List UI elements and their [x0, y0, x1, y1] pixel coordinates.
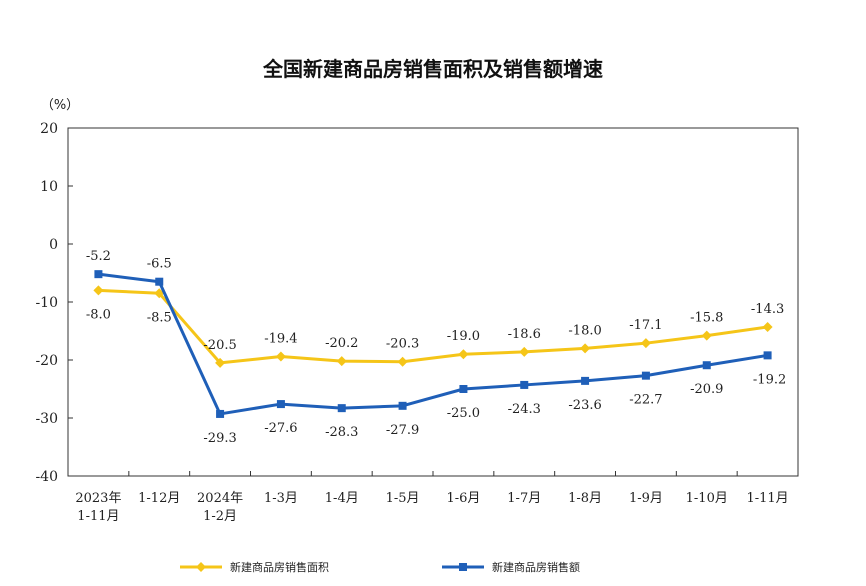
x-tick-label: 1-7月	[507, 491, 541, 506]
data-point	[581, 376, 590, 385]
x-tick-label: 1-5月	[386, 491, 420, 506]
legend-marker	[459, 563, 467, 571]
data-point	[275, 351, 286, 362]
series-line-1	[98, 288, 768, 365]
data-point	[641, 371, 650, 380]
data-point	[762, 321, 773, 332]
data-label: -17.1	[629, 318, 662, 333]
data-point	[702, 361, 711, 370]
data-label: -23.6	[568, 398, 601, 413]
chart-title: 全国新建商品房销售面积及销售额增速	[262, 57, 603, 81]
data-point	[276, 400, 285, 409]
data-point	[398, 401, 407, 410]
data-label: -27.9	[386, 423, 419, 438]
data-point	[155, 277, 164, 286]
data-point	[519, 346, 530, 357]
x-tick-label: 1-3月	[264, 491, 298, 506]
y-tick-label: -40	[35, 469, 58, 485]
data-point	[215, 357, 226, 368]
data-point	[701, 330, 712, 341]
data-label: -5.2	[86, 249, 111, 264]
x-axis: 2023年 1-11月 1-12月 2024年 1-2月 1-3月 1-4月 1-5月 1-6月…	[67, 471, 799, 524]
data-label: -20.3	[386, 337, 419, 352]
data-label: -15.8	[690, 311, 723, 326]
x-tick-label: 1-11月	[746, 491, 788, 506]
data-label: -20.5	[203, 338, 236, 353]
x-tick-label: 1-9月	[629, 491, 663, 506]
data-label: -8.5	[147, 310, 172, 325]
y-tick-label: 10	[40, 179, 58, 195]
data-point	[94, 270, 103, 279]
y-tick-label: 20	[40, 121, 58, 137]
data-label: -19.2	[753, 372, 786, 387]
data-point	[459, 385, 468, 393]
data-label: -6.5	[147, 257, 172, 272]
x-tick-label: 1-4月	[325, 491, 359, 506]
legend-label: 新建商品房销售面积	[230, 560, 329, 574]
data-label: -24.3	[508, 402, 541, 417]
y-axis: 20 10 0 -10 -20 -30 -40	[35, 121, 73, 485]
series-line-2	[98, 272, 768, 416]
x-tick-label: 1-10月	[686, 491, 728, 506]
y-tick-label: -30	[35, 411, 58, 427]
data-point	[763, 351, 772, 360]
x-tick-label: 1-6月	[446, 491, 480, 506]
data-point	[520, 380, 529, 389]
x-tick-label: 1-2月	[203, 509, 237, 524]
data-label: -18.0	[568, 323, 601, 338]
data-point	[458, 349, 469, 360]
legend-label: 新建商品房销售额	[492, 560, 580, 574]
data-label: -22.7	[629, 393, 662, 408]
legend-marker	[196, 562, 206, 572]
x-tick-label: 2024年	[197, 491, 243, 506]
data-point	[336, 356, 347, 367]
data-label: -20.9	[690, 382, 723, 397]
x-tick-label: 1-11月	[77, 509, 119, 524]
x-tick-label: 2023年	[75, 491, 121, 506]
data-label: -19.0	[447, 329, 480, 344]
data-point	[580, 343, 591, 354]
plot-area-frame	[67, 127, 799, 477]
data-point	[397, 356, 408, 367]
data-point	[216, 409, 225, 418]
data-point	[640, 338, 651, 349]
data-label: -8.0	[86, 307, 111, 322]
y-tick-label: -10	[35, 295, 58, 311]
y-tick-label: -20	[35, 353, 58, 369]
data-label: -14.3	[751, 302, 784, 317]
data-label: -25.0	[447, 406, 480, 421]
y-tick-label: 0	[49, 237, 58, 253]
x-tick-label: 1-12月	[138, 491, 180, 506]
data-label: -20.2	[325, 336, 358, 351]
data-label: -28.3	[325, 425, 358, 440]
data-label: -18.6	[508, 327, 541, 342]
legend: 新建商品房销售面积 新建商品房销售额	[180, 560, 580, 574]
data-labels: -8.0 -8.5 -20.5 -19.4 -20.2 -20.3 -19.0 -18.6 -1…	[86, 249, 786, 446]
data-point	[154, 288, 165, 299]
data-label: -19.4	[264, 332, 297, 347]
x-tick-label: 1-8月	[568, 491, 602, 506]
data-point	[337, 404, 346, 413]
series-group	[93, 270, 773, 418]
data-point	[93, 285, 104, 296]
y-axis-unit: （%）	[41, 98, 79, 113]
data-label: -29.3	[203, 431, 236, 446]
data-label: -27.6	[264, 421, 297, 436]
